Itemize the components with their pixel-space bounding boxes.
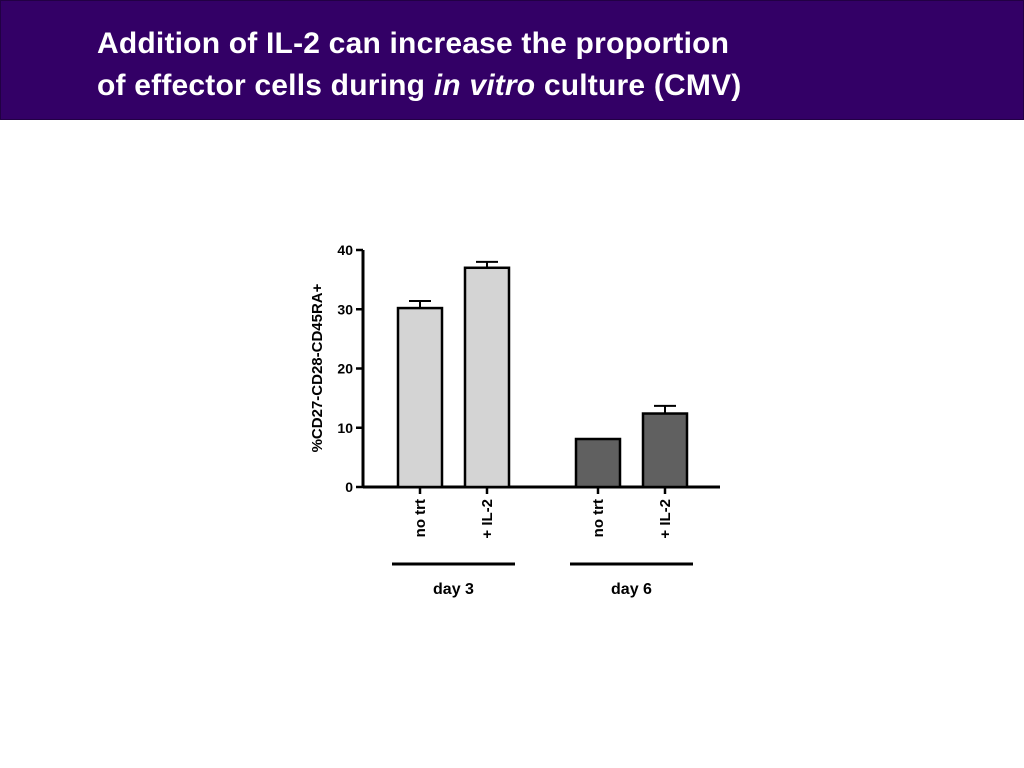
- bar-chart: 0 10 20 30 40 no trt + IL-2 no trt + IL-2 day 3…: [309, 242, 720, 598]
- title-line-2-start: of effector cells during: [97, 69, 434, 102]
- bar: [641, 412, 689, 489]
- y-tick-label: 20: [337, 361, 353, 377]
- title-italic-in-vitro: in vitro: [433, 69, 536, 102]
- error-bars: [409, 260, 676, 414]
- y-tick-label: 30: [337, 301, 353, 317]
- y-tick-label: 10: [337, 420, 353, 436]
- group-label: day 6: [611, 581, 652, 598]
- y-tick-label: 40: [337, 242, 353, 258]
- category-labels: no trt + IL-2 no trt + IL-2: [412, 499, 674, 539]
- title-line-1: Addition of IL-2 can increase the propor…: [97, 27, 730, 60]
- bar: [463, 266, 511, 489]
- title-line-2-end: culture (CMV): [535, 69, 742, 102]
- group-labels: day 3 day 6: [392, 562, 693, 598]
- slide-title: Addition of IL-2 can increase the propor…: [97, 23, 997, 107]
- category-label: no trt: [590, 499, 607, 537]
- bar-chart-container: 0 10 20 30 40 no trt + IL-2 no trt + IL-2 day 3…: [290, 230, 740, 610]
- category-label: no trt: [412, 499, 429, 537]
- y-tick-label: 0: [345, 479, 353, 495]
- y-axis-label: %CD27-CD28-CD45RA+: [309, 283, 326, 452]
- title-banner: Addition of IL-2 can increase the propor…: [0, 0, 1024, 120]
- bar: [574, 437, 622, 489]
- category-label: + IL-2: [657, 499, 674, 539]
- bar: [396, 306, 444, 489]
- y-axis: 0 10 20 30 40: [337, 242, 365, 495]
- bars: [396, 266, 689, 489]
- group-label: day 3: [433, 581, 474, 598]
- category-label: + IL-2: [479, 499, 496, 539]
